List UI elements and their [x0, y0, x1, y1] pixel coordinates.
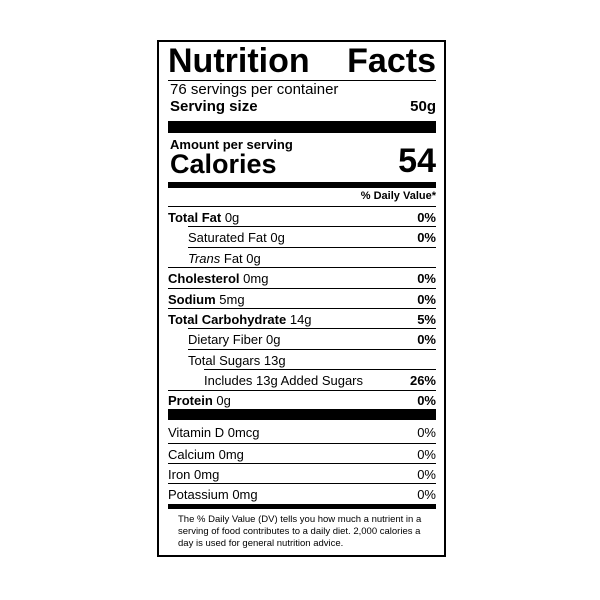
nutrition-label [157, 40, 446, 557]
nutrient-amount: 5mg [219, 292, 245, 307]
nutrient-row: Saturated Fat 0g 0% [188, 226, 436, 247]
vitamin-dv: 0% [417, 487, 436, 502]
nutrient-row: Protein 0g 0% [168, 390, 436, 410]
nutrient-name: Total Sugars [188, 353, 261, 368]
nutrient-row: Includes 13g Added Sugars 26% [204, 369, 436, 390]
vitamin-dv: 0% [417, 447, 436, 462]
nutrient-amount: 0g [266, 332, 281, 347]
nutrient-amount: 0mg [243, 271, 269, 286]
vitamin-row: Potassium 0mg 0% [168, 483, 436, 504]
medium-bar [168, 504, 436, 509]
nutrient-name: Total Carbohydrate [168, 312, 287, 327]
nutrient-row: Trans Fat 0g [188, 247, 436, 268]
vitamin-name: Vitamin D [168, 425, 225, 440]
vitamin-row: Iron 0mg 0% [168, 463, 436, 484]
serving-size-label: Serving size [170, 98, 258, 115]
nutrient-name: Cholesterol [168, 271, 240, 286]
nutrient-dv: 0% [417, 292, 436, 307]
nutrient-dv: 0% [417, 393, 436, 408]
medium-bar [168, 182, 436, 188]
nutrient-dv: 0% [417, 332, 436, 347]
vitamin-amount: 0mg [218, 447, 244, 462]
nutrient-row: Total Sugars 13g [188, 349, 436, 370]
vitamin-name: Iron [168, 467, 191, 482]
vitamin-row: Calcium 0mg 0% [168, 443, 436, 464]
nutrient-row: Dietary Fiber 0g 0% [188, 328, 436, 349]
nutrient-name: Saturated Fat [188, 230, 267, 245]
vitamin-dv: 0% [417, 425, 436, 440]
nutrient-name: Sodium [168, 292, 216, 307]
rule [168, 80, 436, 81]
vitamin-name: Potassium [168, 487, 229, 502]
serving-size-value: 50g [410, 98, 436, 115]
nutrient-name: Protein [168, 393, 213, 408]
vitamin-row: Vitamin D 0mcg 0% [168, 422, 436, 442]
amount-per-serving: Amount per serving [170, 137, 293, 152]
nutrient-row: Sodium 5mg 0% [168, 288, 436, 309]
nutrient-dv: 0% [417, 230, 436, 245]
nutrient-row: Total Fat 0g 0% [168, 206, 436, 227]
servings: 76 servings per container [170, 81, 339, 98]
nutrient-dv: 0% [417, 271, 436, 286]
daily-value-header: % Daily Value* [360, 190, 436, 202]
nutrient-amount: 0g [216, 393, 231, 408]
vitamin-amount: 0mcg [227, 425, 260, 440]
nutrient-name: Trans [188, 251, 221, 266]
title: Nutrition Facts [168, 42, 436, 80]
nutrient-dv: 5% [417, 312, 436, 327]
footnote: The % Daily Value (DV) tells you how muc… [178, 514, 422, 549]
calories-label: Calories [170, 149, 277, 179]
thick-bar [168, 409, 436, 420]
nutrient-amount: Fat 0g [223, 251, 261, 266]
vitamin-amount: 0mg [194, 467, 220, 482]
nutrient-name: Total Fat [168, 210, 222, 225]
nutrient-amount: 0g [270, 230, 285, 245]
vitamin-dv: 0% [417, 467, 436, 482]
nutrient-name: Includes 13g Added Sugars [204, 373, 364, 388]
nutrient-dv: 0% [417, 210, 436, 225]
calories-value: 54 [398, 142, 436, 180]
nutrient-name: Dietary Fiber [188, 332, 263, 347]
thick-bar [168, 121, 436, 133]
nutrient-amount: 13g [263, 353, 286, 368]
vitamin-name: Calcium [168, 447, 215, 462]
nutrient-dv: 26% [409, 373, 436, 388]
vitamin-amount: 0mg [232, 487, 258, 502]
nutrient-row: Total Carbohydrate 14g 5% [168, 308, 436, 329]
nutrient-row: Cholesterol 0mg 0% [168, 267, 436, 288]
nutrient-amount: 14g [289, 312, 312, 327]
nutrient-amount: 0g [224, 210, 240, 225]
